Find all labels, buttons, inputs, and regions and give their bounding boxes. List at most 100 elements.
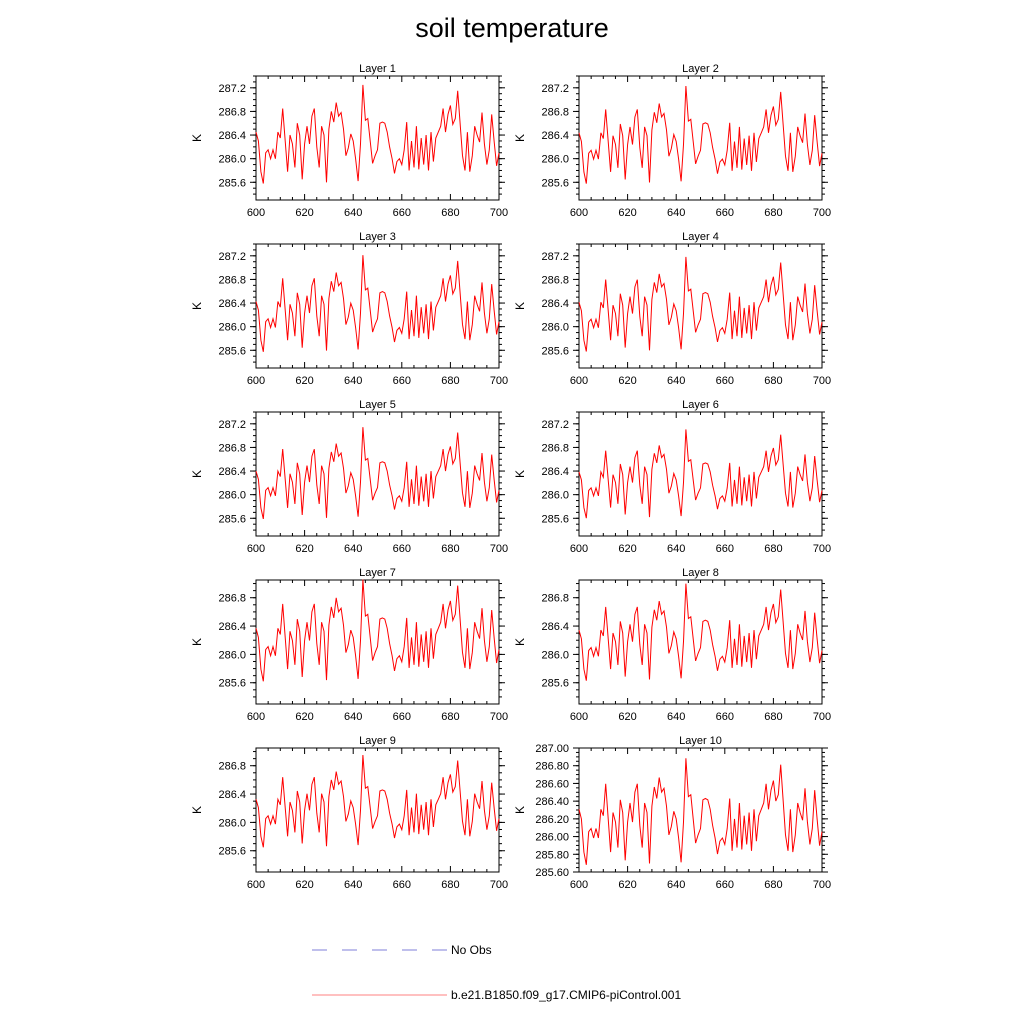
x-tick-label: 680 bbox=[764, 879, 782, 891]
x-tick-label: 600 bbox=[570, 207, 588, 219]
legend-no-obs-label: No Obs bbox=[451, 943, 492, 957]
y-tick-label: 287.2 bbox=[218, 419, 246, 431]
x-tick-label: 660 bbox=[393, 375, 411, 387]
x-tick-label: 660 bbox=[716, 879, 734, 891]
x-tick-label: 700 bbox=[813, 711, 831, 723]
y-tick-label: 286.0 bbox=[218, 817, 246, 829]
y-tick-label: 286.4 bbox=[218, 621, 246, 633]
plot-frame bbox=[255, 411, 500, 537]
x-tick-label: 700 bbox=[490, 711, 508, 723]
x-tick-label: 600 bbox=[570, 375, 588, 387]
x-tick-label: 640 bbox=[667, 543, 685, 555]
x-tick-label: 620 bbox=[618, 711, 636, 723]
y-axis-label: K bbox=[513, 806, 527, 814]
x-tick-label: 660 bbox=[716, 207, 734, 219]
plot-frame bbox=[255, 243, 500, 369]
x-tick-label: 660 bbox=[716, 543, 734, 555]
panel-title: Layer 7 bbox=[359, 567, 396, 579]
x-tick-label: 680 bbox=[441, 711, 459, 723]
y-tick-label: 285.6 bbox=[218, 345, 246, 357]
panel-title: Layer 2 bbox=[682, 63, 719, 75]
x-tick-label: 640 bbox=[344, 207, 362, 219]
x-tick-label: 700 bbox=[813, 375, 831, 387]
x-tick-label: 640 bbox=[344, 543, 362, 555]
x-tick-label: 660 bbox=[393, 207, 411, 219]
panel-title: Layer 5 bbox=[359, 399, 396, 411]
x-tick-label: 620 bbox=[295, 879, 313, 891]
y-axis-label: K bbox=[513, 134, 527, 142]
plot-frame bbox=[578, 75, 823, 201]
y-tick-label: 285.80 bbox=[535, 849, 569, 861]
panel-6: Layer 6 K 600 620 640 660 680 700 285.6 286.0 286.… bbox=[513, 399, 831, 555]
y-tick-label: 287.2 bbox=[218, 83, 246, 95]
panel-2: Layer 2 K 600 620 640 660 680 700 285.6 286.0 286.… bbox=[513, 63, 831, 219]
y-tick-label: 286.8 bbox=[541, 442, 569, 454]
y-tick-label: 285.6 bbox=[218, 846, 246, 858]
x-tick-label: 700 bbox=[813, 543, 831, 555]
x-tick-label: 660 bbox=[716, 375, 734, 387]
y-tick-label: 286.0 bbox=[541, 322, 569, 334]
x-tick-label: 600 bbox=[247, 375, 265, 387]
x-tick-label: 680 bbox=[764, 711, 782, 723]
x-tick-label: 700 bbox=[490, 207, 508, 219]
y-tick-label: 286.40 bbox=[535, 796, 569, 808]
y-tick-label: 286.4 bbox=[218, 298, 246, 310]
panel-title: Layer 4 bbox=[682, 231, 719, 243]
x-tick-label: 680 bbox=[764, 543, 782, 555]
x-tick-label: 600 bbox=[570, 543, 588, 555]
x-tick-label: 600 bbox=[570, 879, 588, 891]
x-tick-label: 600 bbox=[247, 711, 265, 723]
x-tick-label: 660 bbox=[393, 711, 411, 723]
y-tick-label: 285.6 bbox=[541, 678, 569, 690]
x-tick-label: 660 bbox=[716, 711, 734, 723]
x-tick-label: 600 bbox=[247, 207, 265, 219]
y-tick-label: 286.00 bbox=[535, 832, 569, 844]
panel-title: Layer 9 bbox=[359, 735, 396, 747]
series-line bbox=[578, 758, 823, 865]
y-tick-label: 287.00 bbox=[535, 743, 569, 755]
panel-title: Layer 6 bbox=[682, 399, 719, 411]
y-tick-label: 285.6 bbox=[541, 177, 569, 189]
y-tick-label: 286.0 bbox=[541, 490, 569, 502]
x-tick-label: 700 bbox=[490, 879, 508, 891]
plot-frame bbox=[578, 243, 823, 369]
panel-4: Layer 4 K 600 620 640 660 680 700 285.6 286.0 286.… bbox=[513, 231, 831, 387]
x-tick-label: 600 bbox=[570, 711, 588, 723]
series-line bbox=[578, 583, 823, 681]
x-tick-label: 620 bbox=[295, 543, 313, 555]
y-axis-label: K bbox=[190, 470, 204, 478]
plot-frame bbox=[578, 411, 823, 537]
x-tick-label: 600 bbox=[247, 543, 265, 555]
y-tick-label: 286.60 bbox=[535, 778, 569, 790]
y-tick-label: 286.8 bbox=[218, 274, 246, 286]
panel-3: Layer 3 K 600 620 640 660 680 700 285.6 286.0 286.… bbox=[190, 231, 508, 387]
x-tick-label: 640 bbox=[344, 879, 362, 891]
series-line bbox=[255, 84, 500, 184]
panel-9: Layer 9 K 600 620 640 660 680 700 285.6 286.0 286.… bbox=[190, 735, 508, 891]
y-tick-label: 285.6 bbox=[541, 345, 569, 357]
x-tick-label: 700 bbox=[813, 879, 831, 891]
legend: No Obs b.e21.B1850.f09_g17.CMIP6-piContro… bbox=[312, 943, 681, 1002]
y-tick-label: 286.4 bbox=[541, 621, 569, 633]
series-line bbox=[255, 579, 500, 682]
y-axis-label: K bbox=[190, 806, 204, 814]
x-tick-label: 660 bbox=[393, 879, 411, 891]
x-tick-label: 640 bbox=[667, 711, 685, 723]
x-tick-label: 640 bbox=[667, 207, 685, 219]
y-tick-label: 286.4 bbox=[218, 789, 246, 801]
x-tick-label: 620 bbox=[618, 543, 636, 555]
plot-frame bbox=[578, 747, 823, 873]
panel-title: Layer 8 bbox=[682, 567, 719, 579]
y-tick-label: 286.4 bbox=[541, 298, 569, 310]
x-tick-label: 680 bbox=[441, 375, 459, 387]
y-axis-label: K bbox=[513, 302, 527, 310]
x-tick-label: 620 bbox=[295, 375, 313, 387]
x-tick-label: 680 bbox=[441, 543, 459, 555]
y-axis-label: K bbox=[190, 638, 204, 646]
y-tick-label: 286.8 bbox=[218, 761, 246, 773]
series-line bbox=[255, 754, 500, 848]
y-tick-label: 286.8 bbox=[541, 106, 569, 118]
x-tick-label: 640 bbox=[344, 375, 362, 387]
x-tick-label: 660 bbox=[393, 543, 411, 555]
